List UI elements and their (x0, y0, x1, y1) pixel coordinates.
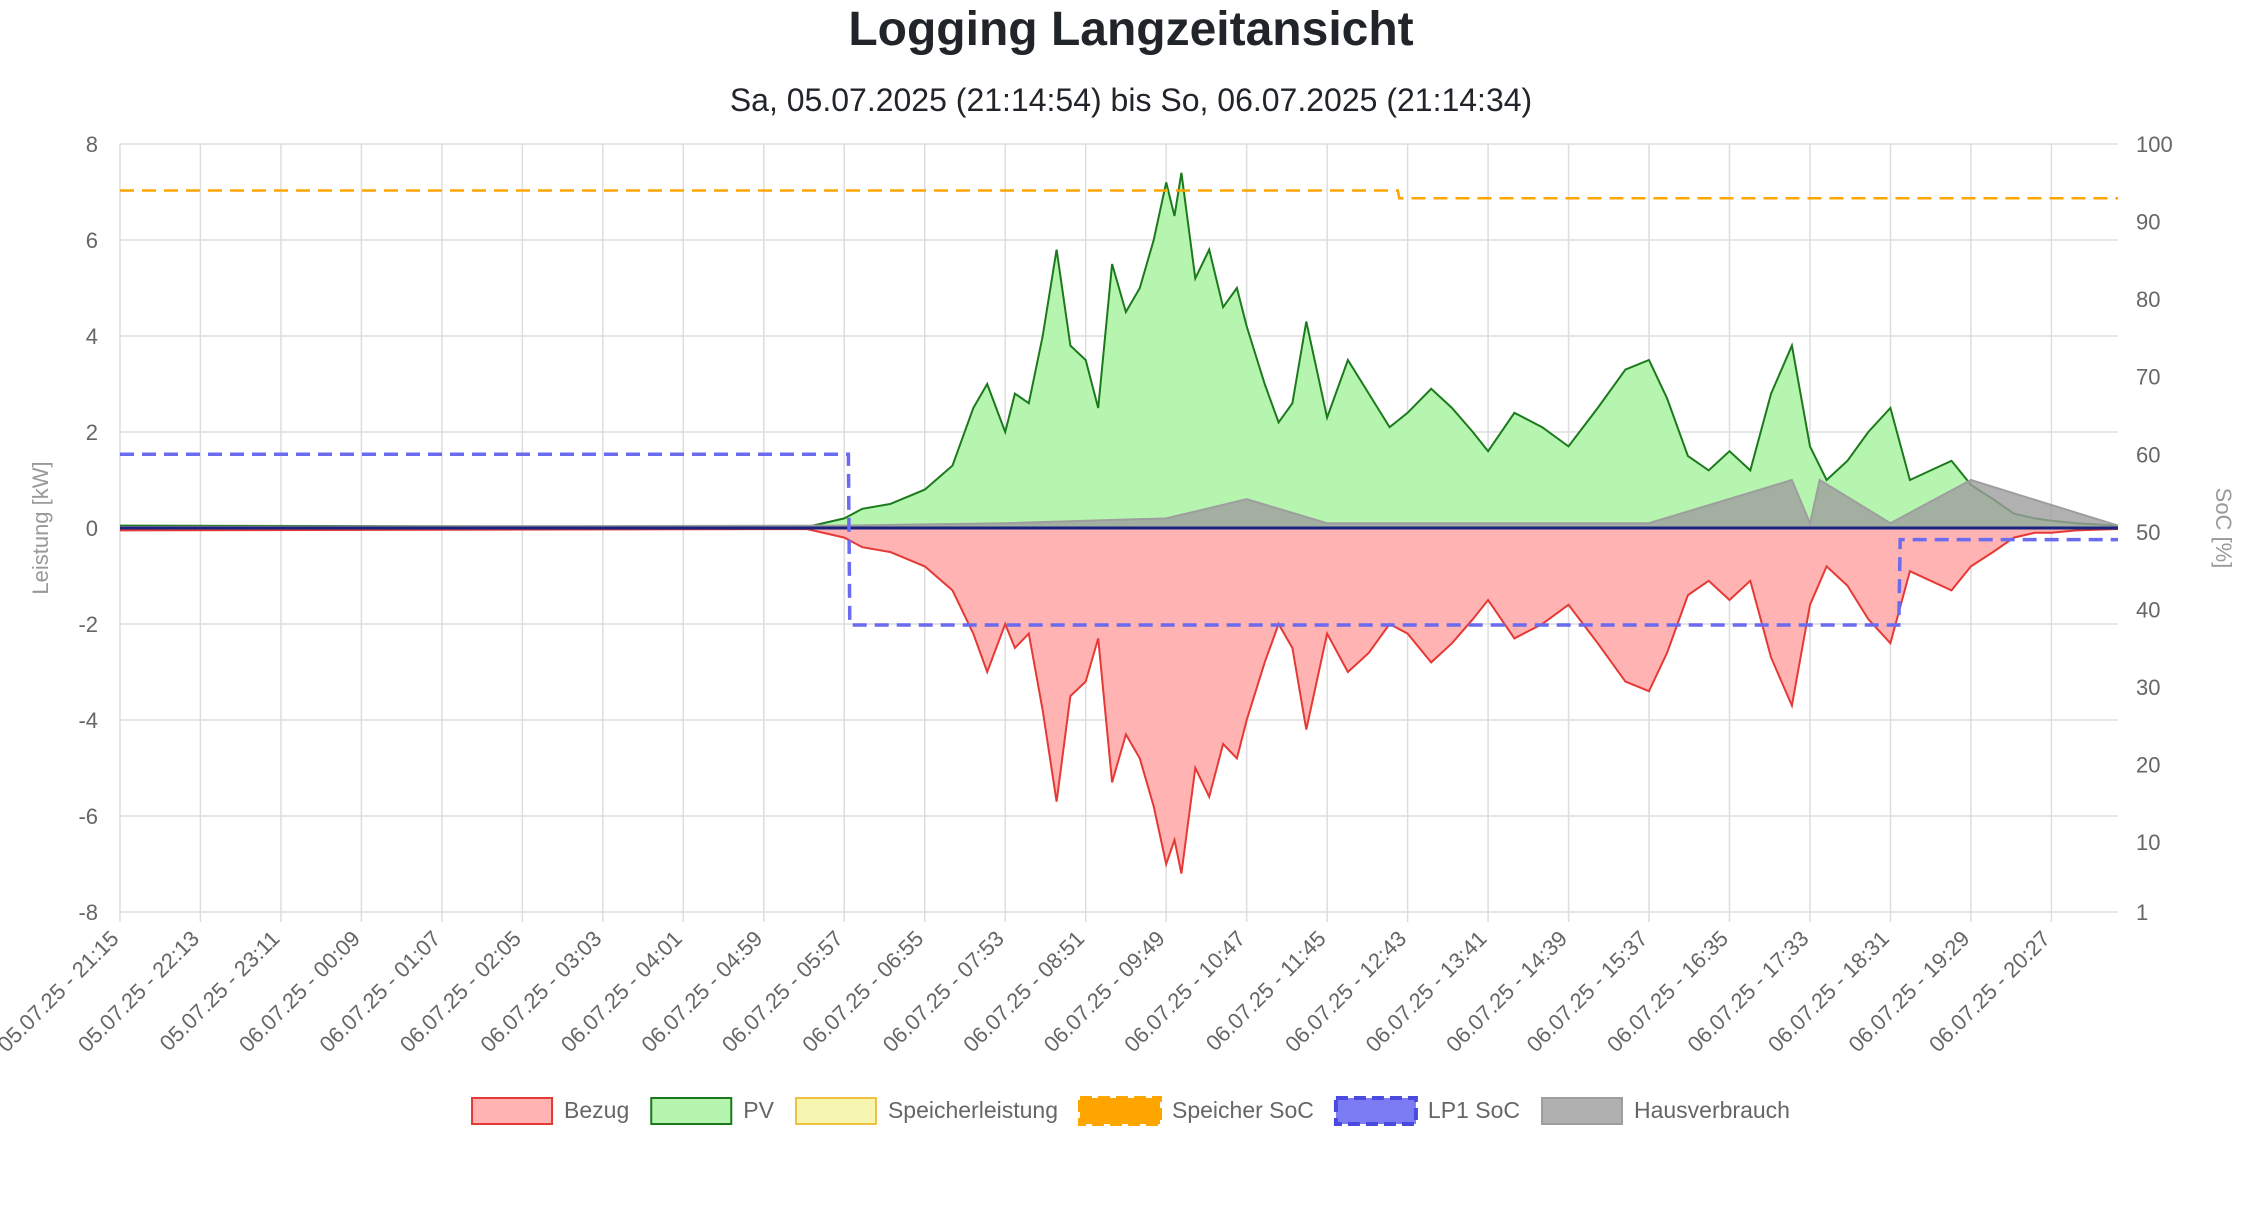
bezug-area (120, 528, 2118, 874)
y-right-tick-label: 90 (2136, 210, 2160, 235)
legend-lp1-soc: LP1 SoC (1333, 1096, 1520, 1126)
y-left-axis-title: Leistung [kW] (28, 461, 53, 594)
legend-swatch (794, 1097, 877, 1125)
y-left-tick-label: -8 (78, 900, 98, 925)
legend-hausverbrauch: Hausverbrauch (1540, 1097, 1790, 1125)
legend-label: Speicherleistung (888, 1097, 1058, 1123)
y-right-tick-label: 50 (2136, 520, 2160, 545)
lp1-soc-line (120, 452, 2118, 627)
legend-label: Bezug (564, 1097, 629, 1123)
legend-swatch (471, 1097, 554, 1125)
chart-subtitle: Sa, 05.07.2025 (21:14:54) bis So, 06.07.… (729, 82, 1533, 118)
legend-speicher-soc: Speicher SoC (1078, 1096, 1314, 1126)
chart-title: Logging Langzeitansicht (848, 3, 1414, 56)
y-left-tick-label: 0 (86, 516, 98, 541)
y-left-tick-label: -2 (78, 612, 98, 637)
y-right-tick-label: 60 (2136, 442, 2160, 467)
hausverbrauch-area (120, 480, 2118, 528)
legend-swatch (650, 1097, 733, 1125)
legend-bezug: Bezug (471, 1097, 629, 1125)
y-right-axis-title: SoC [%] (2211, 488, 2236, 569)
legend-swatch (1333, 1096, 1418, 1126)
hausverbrauch-line (119, 478, 2119, 528)
y-right-tick-label: 80 (2136, 287, 2160, 312)
legend-label: LP1 SoC (1428, 1097, 1520, 1123)
y-right-tick-label: 70 (2136, 365, 2160, 390)
legend-speicherleistung: Speicherleistung (794, 1097, 1058, 1125)
pv-area (120, 172, 2118, 529)
y-right-tick-label: 100 (2136, 132, 2173, 157)
y-right-tick-label: 30 (2136, 675, 2160, 700)
y-left-tick-label: 8 (86, 132, 98, 157)
legend-label: PV (743, 1097, 774, 1123)
legend-pv: PV (650, 1097, 775, 1125)
speicher-soc-line (120, 189, 2118, 200)
legend-swatch (1540, 1097, 1623, 1125)
y-left-tick-label: 6 (86, 228, 98, 253)
bezug-line (119, 527, 2119, 874)
y-left-tick-label: -4 (78, 708, 98, 733)
y-left-tick-label: 4 (86, 324, 98, 349)
series-layer (119, 172, 2119, 874)
pv-line (119, 172, 2119, 529)
legend-swatch (1078, 1096, 1163, 1126)
legend-label: Speicher SoC (1172, 1097, 1314, 1123)
y-right-tick-label: 40 (2136, 597, 2160, 622)
y-right-tick-label: 1 (2136, 900, 2148, 925)
y-left-tick-label: 2 (86, 420, 98, 445)
legend: Bezug PV Speicherleistung Speicher SoC LP1 S… (471, 1096, 1790, 1126)
y-right-tick-label: 10 (2136, 830, 2160, 855)
y-right-tick-label: 20 (2136, 753, 2160, 778)
legend-label: Hausverbrauch (1634, 1097, 1790, 1123)
y-left-tick-label: -6 (78, 804, 98, 829)
